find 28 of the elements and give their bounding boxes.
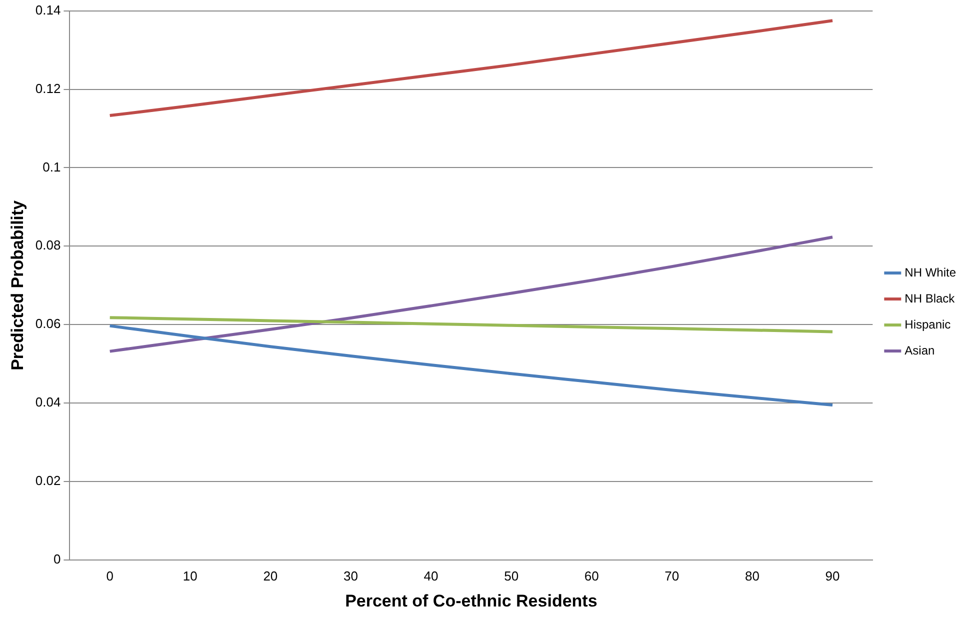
legend-label: Asian bbox=[904, 343, 935, 358]
x-axis-title: Percent of Co-ethnic Residents bbox=[345, 591, 598, 610]
x-tick-label: 40 bbox=[424, 568, 438, 584]
line-series bbox=[108, 236, 834, 353]
x-tick-label: 60 bbox=[584, 568, 599, 584]
y-tick-label: 0.02 bbox=[35, 473, 61, 488]
x-tick-label: 0 bbox=[106, 568, 114, 584]
x-tick-label: 50 bbox=[504, 568, 519, 584]
y-tick-label: 0 bbox=[53, 552, 61, 567]
y-tick-label: 0.12 bbox=[35, 80, 61, 96]
legend-label: Hispanic bbox=[904, 317, 951, 332]
x-tick-label: 20 bbox=[263, 568, 278, 584]
legend-label: NH Black bbox=[904, 291, 956, 306]
x-tick-label: 10 bbox=[182, 568, 198, 584]
legend-label: NH White bbox=[904, 265, 956, 280]
y-tick-label: 0.06 bbox=[35, 316, 61, 332]
y-tick-label: 0.04 bbox=[35, 394, 61, 410]
line-series bbox=[108, 324, 834, 407]
x-tick-label: 90 bbox=[825, 568, 840, 584]
x-tick-label: 70 bbox=[664, 568, 680, 584]
y-tick-label: 0.08 bbox=[35, 238, 61, 253]
y-tick-label: 0.1 bbox=[42, 159, 61, 174]
x-tick-label: 80 bbox=[744, 568, 760, 584]
y-axis-title: Predicted Probability bbox=[8, 200, 27, 370]
x-tick-label: 30 bbox=[344, 568, 358, 584]
y-tick-label: 0.14 bbox=[35, 2, 61, 18]
line-series bbox=[108, 316, 834, 334]
line-series bbox=[108, 19, 834, 118]
